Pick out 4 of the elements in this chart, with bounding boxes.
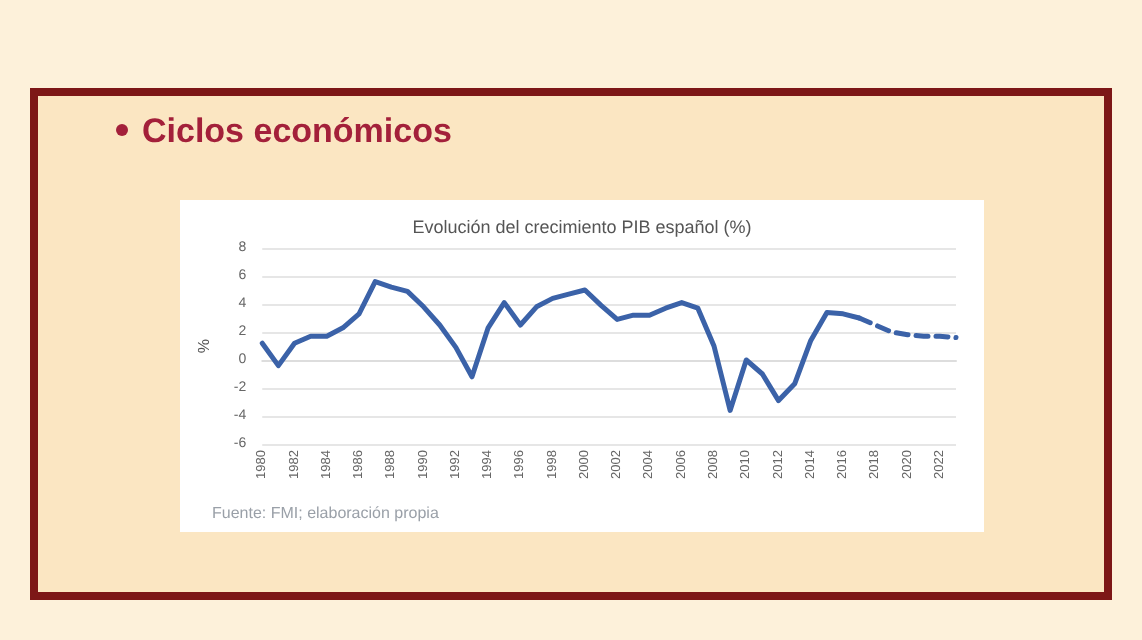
- y-axis-title: %: [195, 338, 213, 354]
- text: Ciclos económicos: [142, 112, 452, 152]
- source-note: Fuente: FMI; elaboración propia: [212, 504, 439, 522]
- chart-title: Evolución del crecimiento PIB español (%): [412, 217, 752, 237]
